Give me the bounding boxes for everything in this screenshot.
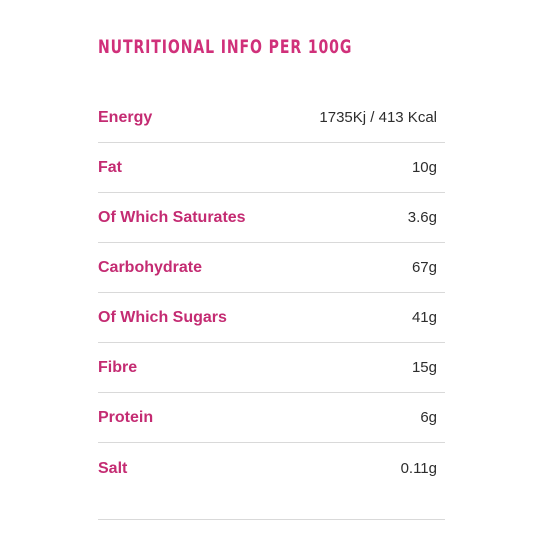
nutrition-row-fibre: Fibre 15g bbox=[98, 343, 445, 393]
nutrient-label: Of Which Saturates bbox=[98, 208, 246, 226]
nutrient-value: 6g bbox=[420, 409, 437, 426]
nutrition-row-carbohydrate: Carbohydrate 67g bbox=[98, 243, 445, 293]
nutrient-label: Fat bbox=[98, 158, 122, 176]
nutrition-row-energy: Energy 1735Kj / 413 Kcal bbox=[98, 93, 445, 143]
nutrient-value: 41g bbox=[411, 309, 437, 326]
nutrition-row-salt: Salt 0.11g bbox=[98, 443, 445, 494]
nutrient-value: 10g bbox=[411, 159, 437, 176]
nutrient-label: Energy bbox=[98, 108, 153, 126]
nutrient-label: Protein bbox=[98, 408, 154, 426]
section-title: NUTRITIONAL INFO PER 100G bbox=[98, 36, 353, 58]
nutrition-row-saturates: Of Which Saturates 3.6g bbox=[98, 193, 445, 243]
nutrient-label: Fibre bbox=[98, 358, 138, 376]
nutrient-value: 1735Kj / 413 Kcal bbox=[319, 109, 437, 126]
nutrient-value: 0.11g bbox=[400, 460, 437, 477]
nutrient-label: Carbohydrate bbox=[98, 258, 203, 276]
nutrient-value: 3.6g bbox=[407, 209, 437, 226]
nutrition-table: Energy 1735Kj / 413 Kcal Fat 10g Of Whic… bbox=[98, 93, 445, 494]
nutrition-row-sugars: Of Which Sugars 41g bbox=[98, 293, 445, 343]
nutrient-value: 15g bbox=[411, 359, 437, 376]
nutrient-label: Of Which Sugars bbox=[98, 308, 227, 326]
nutrition-row-fat: Fat 10g bbox=[98, 143, 445, 193]
nutrient-label: Salt bbox=[98, 459, 128, 477]
table-bottom-divider bbox=[98, 519, 445, 520]
nutrition-row-protein: Protein 6g bbox=[98, 393, 445, 443]
nutrient-value: 67g bbox=[411, 259, 437, 276]
